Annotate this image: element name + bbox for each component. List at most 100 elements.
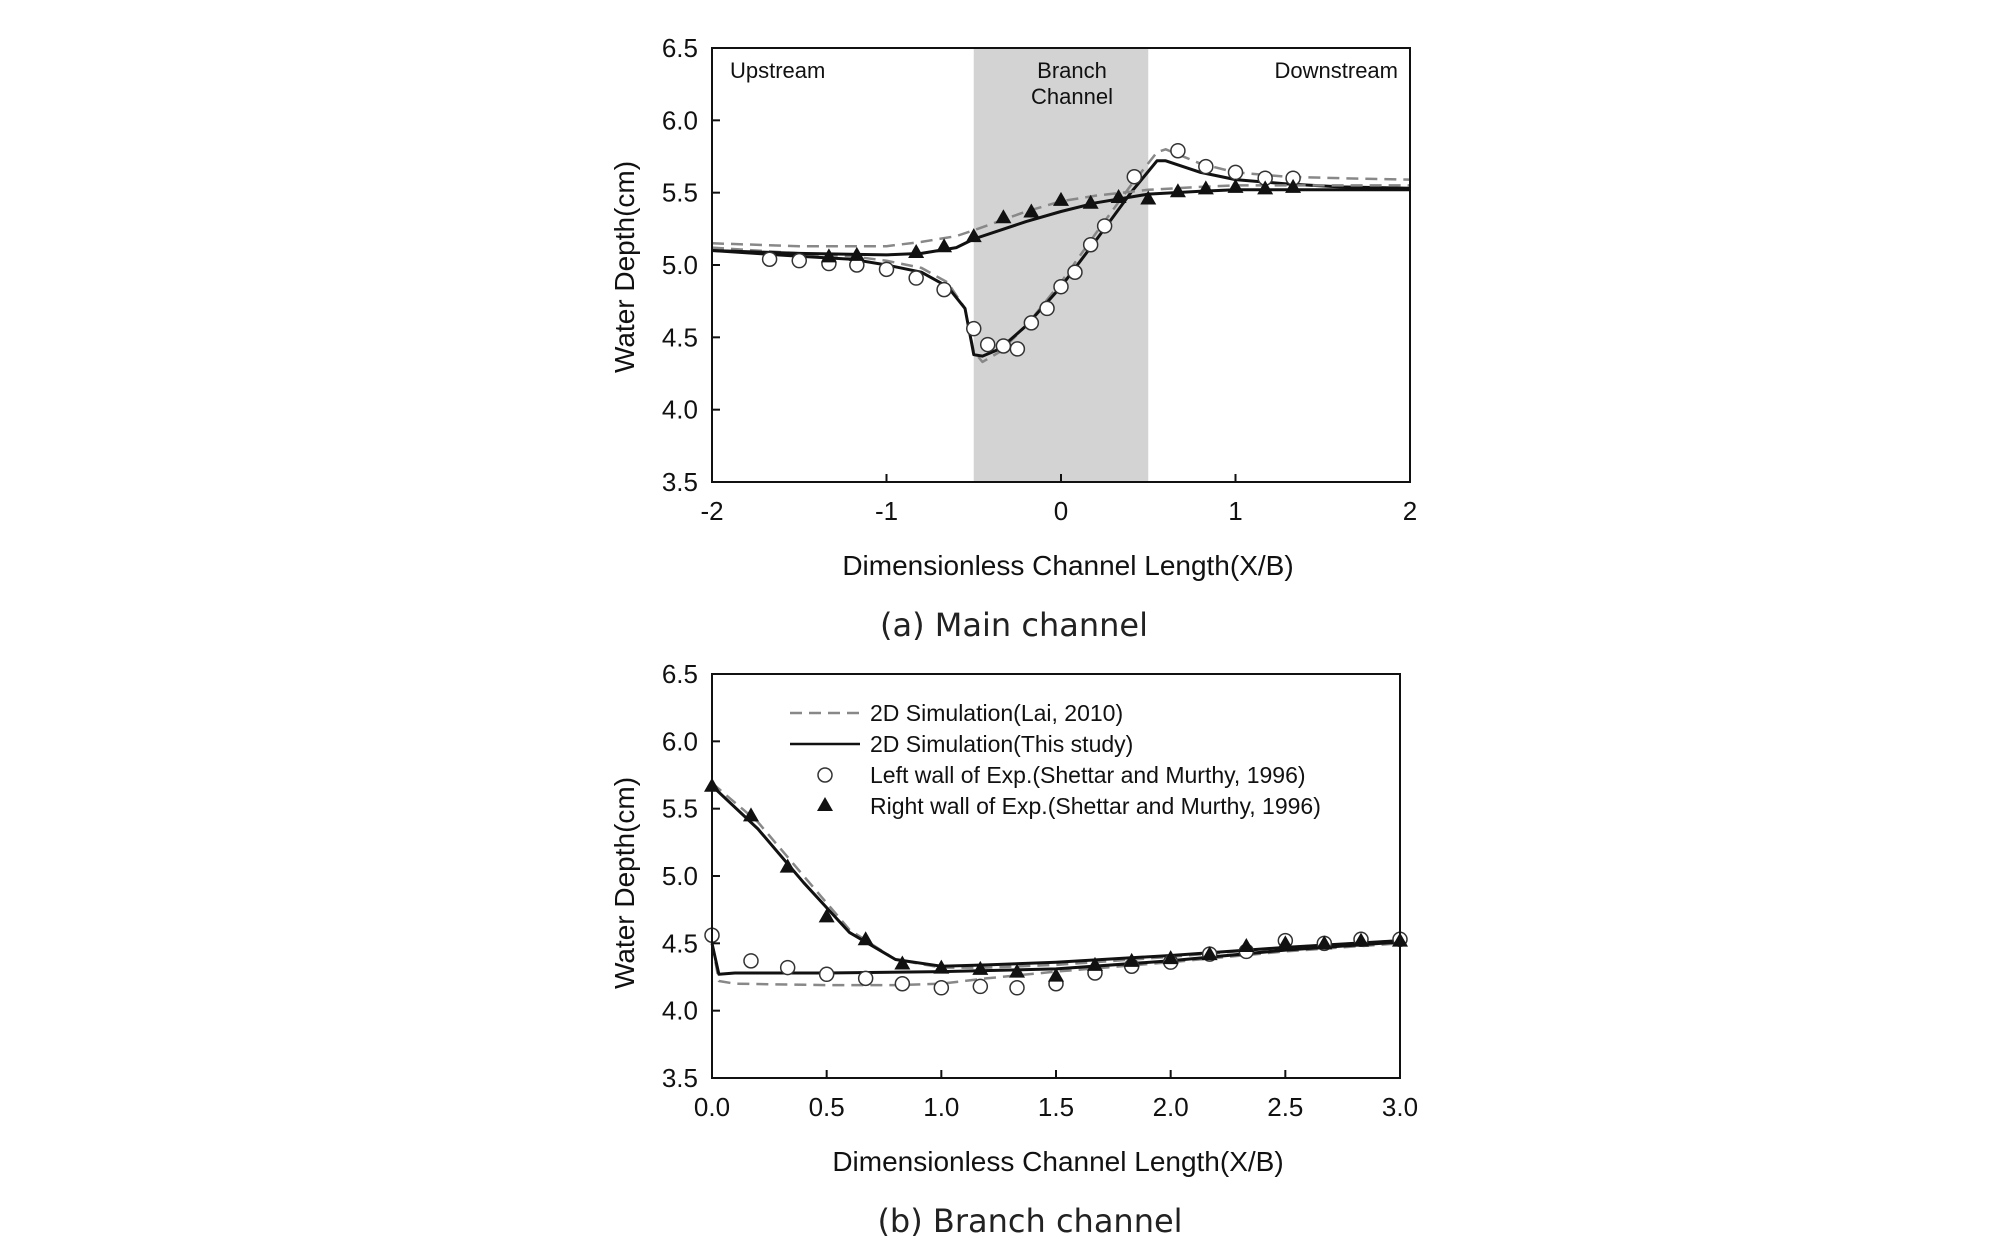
main-left-wall-point bbox=[908, 270, 924, 286]
branch-right-wall-point bbox=[1123, 952, 1140, 967]
branch-y-tick-label: 5.5 bbox=[662, 794, 698, 824]
main-x-tick-label: 1 bbox=[1228, 496, 1242, 526]
branch-x-tick-label: 1.0 bbox=[923, 1092, 959, 1122]
branch-left-wall-point bbox=[743, 953, 759, 969]
main-left-wall-point bbox=[936, 281, 952, 298]
branch-right-wall-point bbox=[1009, 963, 1026, 978]
main-y-tick-label: 6.5 bbox=[662, 33, 698, 63]
branch-channel-y-axis-label: Water Depth(cm) bbox=[609, 777, 640, 989]
branch-left-wall-point bbox=[972, 978, 989, 995]
branch-channel-label-line2: Channel bbox=[1031, 84, 1113, 109]
main-x-tick-label: -2 bbox=[700, 496, 723, 526]
branch-right-wall-point bbox=[1048, 967, 1064, 982]
branch-channel-plot-area bbox=[704, 777, 1408, 996]
branch-channel-caption: (b) Branch channel bbox=[877, 1202, 1182, 1240]
branch-left-wall-point bbox=[894, 975, 911, 992]
branch-right-wall-point bbox=[779, 858, 796, 873]
main-right-wall-point bbox=[820, 248, 837, 263]
main-y-tick-label: 5.0 bbox=[662, 250, 698, 280]
main-left-wall-point bbox=[1082, 236, 1099, 253]
branch-channel-axes: 0.0 0.5 1.0 1.5 2.0 2.5 3.0 3.5 4.0 4.5 5.0 5.5 6.0 6… bbox=[662, 659, 1418, 1122]
main-channel-chart: -2 -1 0 1 2 3.5 4.0 4.5 5.0 5.5 6.0 6.5 Upstream Br… bbox=[609, 33, 1417, 644]
branch-channel-x-axis-label: Dimensionless Channel Length(X/B) bbox=[832, 1146, 1283, 1177]
branch-x-tick-label: 2.5 bbox=[1267, 1092, 1303, 1122]
main-left-wall-point bbox=[1053, 278, 1069, 295]
main-left-wall-point bbox=[1227, 164, 1244, 181]
branch-right-wall-point bbox=[1162, 950, 1179, 965]
main-right-wall-point bbox=[1227, 178, 1244, 193]
legend-right-wall-label: Right wall of Exp.(Shettar and Murthy, 1… bbox=[870, 793, 1321, 819]
main-left-wall-point bbox=[1096, 218, 1113, 234]
main-channel-x-axis-label: Dimensionless Channel Length(X/B) bbox=[842, 550, 1293, 581]
main-left-wall-point bbox=[878, 261, 895, 278]
main-y-tick-label: 5.5 bbox=[662, 178, 698, 208]
legend: 2D Simulation(Lai, 2010) 2D Simulation(T… bbox=[790, 700, 1321, 819]
branch-right-wall-point bbox=[818, 908, 835, 923]
main-left-wall-point bbox=[966, 320, 982, 337]
legend-right-wall-marker bbox=[817, 797, 833, 811]
main-y-tick-label: 6.0 bbox=[662, 105, 698, 135]
branch-right-wall-point bbox=[857, 931, 874, 946]
branch-right-wall-point bbox=[1201, 946, 1218, 961]
main-left-wall-point bbox=[1198, 158, 1214, 175]
branch-right-wall-point bbox=[742, 807, 759, 822]
main-left-wall-point bbox=[791, 252, 807, 269]
branch-right-wall-point bbox=[933, 959, 950, 974]
downstream-label: Downstream bbox=[1275, 58, 1398, 83]
branch-right-wall-point bbox=[972, 960, 989, 975]
branch-y-tick-label: 4.0 bbox=[662, 996, 698, 1026]
branch-channel-region bbox=[973, 48, 1149, 482]
main-series-line-lai-2 bbox=[711, 184, 1410, 248]
branch-series-line-lai-0 bbox=[710, 942, 1401, 987]
branch-left-wall-point bbox=[933, 980, 950, 996]
main-left-wall-point bbox=[1067, 264, 1083, 280]
main-right-wall-point bbox=[908, 243, 925, 258]
main-right-wall-point bbox=[936, 238, 953, 253]
main-right-wall-point bbox=[1169, 183, 1186, 198]
main-left-wall-point bbox=[979, 336, 996, 353]
legend-this-study-label: 2D Simulation(This study) bbox=[870, 731, 1133, 757]
branch-right-wall-point bbox=[1353, 932, 1370, 947]
branch-x-tick-label: 0.5 bbox=[809, 1092, 845, 1122]
branch-right-wall-point bbox=[894, 955, 911, 970]
main-right-wall-point bbox=[848, 246, 865, 261]
main-right-wall-point bbox=[1285, 178, 1302, 193]
branch-channel-label-line1: Branch bbox=[1037, 58, 1107, 83]
main-right-wall-point bbox=[995, 209, 1012, 224]
branch-right-wall-point bbox=[1277, 935, 1294, 950]
branch-y-tick-label: 5.0 bbox=[662, 861, 698, 891]
branch-left-wall-point bbox=[1009, 980, 1025, 996]
main-y-tick-label: 3.5 bbox=[662, 467, 698, 497]
branch-right-wall-point bbox=[1316, 935, 1333, 950]
main-right-wall-point bbox=[1110, 189, 1127, 204]
branch-y-tick-label: 3.5 bbox=[662, 1063, 698, 1093]
branch-x-tick-label: 0.0 bbox=[694, 1092, 730, 1122]
main-x-tick-label: 2 bbox=[1403, 496, 1417, 526]
branch-right-wall-point bbox=[1086, 956, 1103, 971]
branch-x-tick-label: 2.0 bbox=[1153, 1092, 1189, 1122]
legend-left-wall-marker bbox=[817, 767, 833, 783]
main-right-wall-point bbox=[1197, 180, 1214, 195]
main-left-wall-point bbox=[1126, 169, 1143, 185]
legend-left-wall-label: Left wall of Exp.(Shettar and Murthy, 19… bbox=[870, 762, 1306, 788]
main-y-tick-label: 4.0 bbox=[662, 395, 698, 425]
branch-y-tick-label: 6.0 bbox=[662, 726, 698, 756]
main-right-wall-point bbox=[1082, 194, 1099, 209]
main-left-wall-point bbox=[1170, 142, 1186, 159]
branch-y-tick-label: 4.5 bbox=[662, 928, 698, 958]
main-channel-caption: (a) Main channel bbox=[880, 606, 1148, 644]
main-left-wall-point bbox=[1009, 341, 1026, 357]
branch-channel-chart: 0.0 0.5 1.0 1.5 2.0 2.5 3.0 3.5 4.0 4.5 5.0 5.5 6.0 6… bbox=[609, 659, 1418, 1240]
main-right-wall-point bbox=[1140, 190, 1157, 205]
main-right-wall-point bbox=[1257, 180, 1274, 195]
main-right-wall-point bbox=[965, 228, 982, 243]
main-y-tick-label: 4.5 bbox=[662, 322, 698, 352]
branch-x-tick-label: 1.5 bbox=[1038, 1092, 1074, 1122]
main-right-wall-point bbox=[1053, 191, 1069, 206]
main-right-wall-point bbox=[1023, 203, 1040, 218]
branch-left-wall-point bbox=[818, 966, 835, 983]
branch-x-tick-label: 3.0 bbox=[1382, 1092, 1418, 1122]
branch-right-wall-point bbox=[1238, 938, 1255, 953]
main-left-wall-point bbox=[1023, 315, 1040, 331]
